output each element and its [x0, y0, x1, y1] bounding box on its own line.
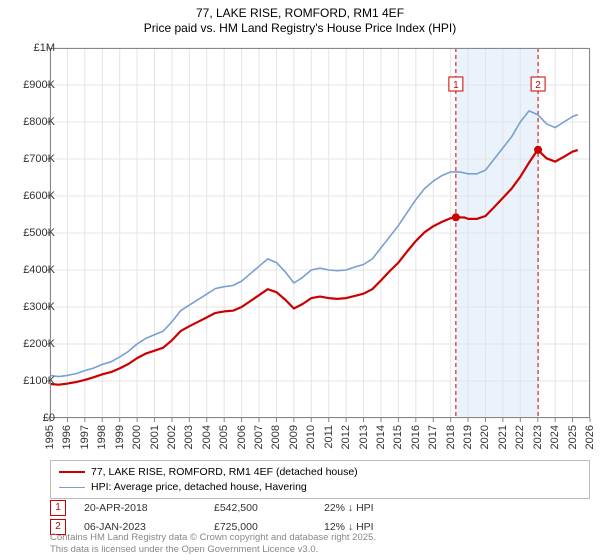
x-tick-label: 2001 — [149, 425, 161, 449]
legend-swatch-subject — [59, 471, 85, 473]
y-tick-label: £0 — [5, 412, 55, 424]
x-tick-label: 1998 — [96, 425, 108, 449]
x-tick-label: 1997 — [79, 425, 91, 449]
x-tick-label: 2022 — [514, 425, 526, 449]
x-tick-label: 2025 — [567, 425, 579, 449]
x-tick-label: 2007 — [253, 425, 265, 449]
x-tick-label: 2020 — [479, 425, 491, 449]
y-tick-label: £900K — [5, 79, 55, 91]
sale-marker-1: 1 — [50, 500, 66, 516]
y-tick-label: £200K — [5, 338, 55, 350]
x-tick-label: 2008 — [270, 425, 282, 449]
x-tick-label: 2012 — [340, 425, 352, 449]
y-tick-label: £600K — [5, 190, 55, 202]
x-tick-label: 2024 — [549, 425, 561, 449]
title-line-1: 77, LAKE RISE, ROMFORD, RM1 4EF — [0, 6, 600, 21]
x-tick-label: 2010 — [305, 425, 317, 449]
sale-delta-1: 22% ↓ HPI — [324, 502, 374, 514]
legend-label-hpi: HPI: Average price, detached house, Have… — [91, 480, 307, 495]
x-tick-label: 2002 — [166, 425, 178, 449]
legend-swatch-hpi — [59, 487, 85, 488]
credit-line-2: This data is licensed under the Open Gov… — [50, 544, 376, 556]
x-tick-label: 1999 — [114, 425, 126, 449]
legend-row-1: 77, LAKE RISE, ROMFORD, RM1 4EF (detache… — [59, 465, 581, 480]
y-tick-label: £400K — [5, 264, 55, 276]
y-tick-label: £300K — [5, 301, 55, 313]
y-tick-label: £1M — [5, 42, 55, 54]
x-tick-label: 2026 — [584, 425, 596, 449]
credit-block: Contains HM Land Registry data © Crown c… — [50, 532, 376, 556]
x-tick-label: 1995 — [44, 425, 56, 449]
legend-box: 77, LAKE RISE, ROMFORD, RM1 4EF (detache… — [50, 460, 590, 499]
x-tick-label: 2006 — [236, 425, 248, 449]
sale-price-1: £542,500 — [214, 502, 324, 514]
x-tick-label: 2017 — [427, 425, 439, 449]
sale-price-2: £725,000 — [214, 521, 324, 533]
y-tick-label: £800K — [5, 116, 55, 128]
x-tick-label: 2016 — [410, 425, 422, 449]
x-tick-label: 2018 — [445, 425, 457, 449]
x-tick-label: 2013 — [358, 425, 370, 449]
x-tick-label: 2000 — [131, 425, 143, 449]
sale-date-2: 06-JAN-2023 — [84, 521, 214, 533]
y-tick-label: £700K — [5, 153, 55, 165]
sale-row-1: 1 20-APR-2018 £542,500 22% ↓ HPI — [50, 500, 590, 516]
chart-area: 12 — [50, 48, 590, 418]
svg-text:1: 1 — [453, 80, 459, 91]
x-tick-label: 2014 — [375, 425, 387, 449]
x-tick-label: 2015 — [392, 425, 404, 449]
chart-container: 77, LAKE RISE, ROMFORD, RM1 4EF Price pa… — [0, 0, 600, 560]
sale-date-1: 20-APR-2018 — [84, 502, 214, 514]
title-line-2: Price paid vs. HM Land Registry's House … — [0, 21, 600, 36]
x-tick-label: 2009 — [288, 425, 300, 449]
x-tick-label: 2023 — [532, 425, 544, 449]
legend-label-subject: 77, LAKE RISE, ROMFORD, RM1 4EF (detache… — [91, 465, 358, 480]
y-tick-label: £100K — [5, 375, 55, 387]
x-tick-label: 1996 — [61, 425, 73, 449]
svg-text:2: 2 — [535, 80, 541, 91]
plot-svg: 12 — [50, 48, 590, 418]
y-tick-label: £500K — [5, 227, 55, 239]
x-tick-label: 2004 — [201, 425, 213, 449]
x-tick-label: 2011 — [323, 425, 335, 449]
title-block: 77, LAKE RISE, ROMFORD, RM1 4EF Price pa… — [0, 0, 600, 36]
x-tick-label: 2021 — [497, 425, 509, 449]
x-tick-label: 2005 — [218, 425, 230, 449]
legend-row-2: HPI: Average price, detached house, Have… — [59, 480, 581, 495]
x-tick-label: 2003 — [183, 425, 195, 449]
sale-delta-2: 12% ↓ HPI — [324, 521, 374, 533]
x-tick-label: 2019 — [462, 425, 474, 449]
credit-line-1: Contains HM Land Registry data © Crown c… — [50, 532, 376, 544]
